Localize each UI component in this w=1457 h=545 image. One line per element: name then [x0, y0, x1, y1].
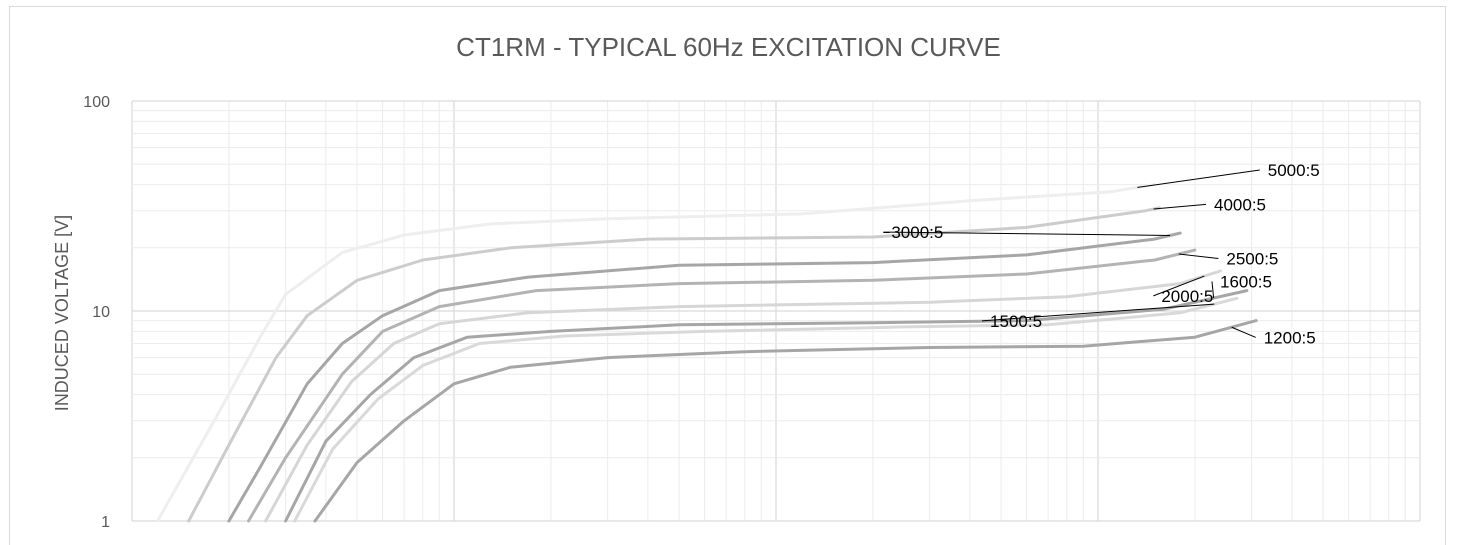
y-tick-label: 10 — [92, 304, 110, 321]
series-label-leader — [1153, 203, 1207, 210]
series-label-leader — [1137, 169, 1260, 188]
series-line — [284, 289, 1249, 523]
series-label-leader — [1153, 275, 1205, 297]
series-line — [156, 183, 1157, 523]
series-label: 1500:5 — [990, 312, 1042, 331]
series-line — [264, 269, 1222, 523]
y-axis-label: INDUCED VOLTAGE [V] — [52, 215, 72, 411]
series-label-leader — [982, 303, 1215, 322]
series-line — [293, 296, 1239, 523]
series-lines — [156, 183, 1258, 523]
series-label: 2500:5 — [1226, 250, 1278, 269]
series-label-leader — [1231, 326, 1256, 338]
series-line — [313, 319, 1258, 523]
series-label-leader — [1178, 253, 1219, 260]
series-label-leader — [883, 231, 1171, 236]
series-label: 4000:5 — [1214, 195, 1266, 214]
series-line — [227, 231, 1182, 523]
series-line — [247, 248, 1197, 523]
y-axis-ticks: 1 10 100 — [83, 94, 110, 531]
series-label: 1200:5 — [1264, 328, 1316, 347]
chart-title: CT1RM - TYPICAL 60Hz EXCITATION CURVE — [456, 32, 1001, 62]
series-label: 1600:5 — [1220, 272, 1272, 291]
y-tick-label: 1 — [101, 514, 110, 531]
series-label: 2000:5 — [1161, 287, 1213, 306]
series-label-leader — [1211, 281, 1215, 299]
grid — [131, 100, 1421, 522]
series-label: 3000:5 — [891, 223, 943, 242]
series-label: 5000:5 — [1268, 161, 1320, 180]
series-line — [187, 206, 1161, 523]
y-tick-label: 100 — [83, 94, 110, 111]
